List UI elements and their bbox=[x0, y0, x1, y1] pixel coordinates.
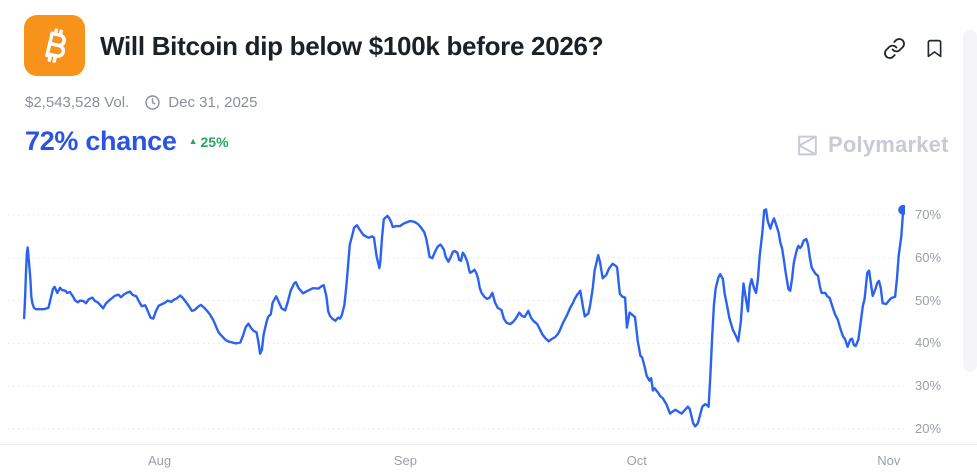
y-tick-label: 50% bbox=[915, 292, 942, 308]
y-tick-label: 20% bbox=[915, 421, 942, 436]
y-tick-label: 70% bbox=[915, 207, 942, 222]
meta-row: $2,543,528 Vol. Dec 31, 2025 bbox=[25, 94, 258, 111]
bookmark-button[interactable] bbox=[922, 36, 947, 61]
current-value-dot bbox=[898, 204, 905, 215]
y-tick-label: 40% bbox=[915, 335, 942, 351]
x-tick-label: Oct bbox=[626, 453, 647, 468]
x-tick-label: Sep bbox=[393, 453, 417, 468]
clock-icon bbox=[145, 95, 160, 110]
header-actions bbox=[881, 35, 947, 62]
market-title: Will Bitcoin dip below $100k before 2026… bbox=[100, 31, 604, 61]
up-triangle-icon: ▲ bbox=[188, 136, 198, 146]
polymarket-watermark: Polymarket bbox=[795, 132, 949, 158]
chance-line bbox=[22, 208, 905, 428]
copy-link-button[interactable] bbox=[881, 35, 908, 62]
polymarket-wordmark: Polymarket bbox=[828, 132, 949, 157]
y-tick-label: 30% bbox=[915, 378, 942, 394]
y-tick-label: 60% bbox=[915, 249, 942, 265]
bitcoin-glyph bbox=[44, 27, 66, 63]
bookmark-icon bbox=[927, 39, 942, 58]
polymarket-logo-icon bbox=[798, 135, 817, 155]
chance-row: 72% chance ▲ 25% bbox=[25, 126, 229, 157]
bitcoin-icon bbox=[24, 15, 85, 76]
x-axis-line bbox=[0, 444, 977, 445]
chance-change: ▲ 25% bbox=[189, 134, 229, 150]
x-tick-label: Aug bbox=[148, 453, 172, 468]
chance-value: 72% chance bbox=[25, 126, 177, 156]
chance-change-value: 25% bbox=[200, 133, 229, 150]
scrollbar-thumb[interactable] bbox=[963, 30, 977, 372]
link-icon bbox=[884, 38, 905, 59]
volume-label: $2,543,528 Vol. bbox=[25, 94, 130, 111]
x-tick-label: Nov bbox=[877, 453, 901, 468]
end-date-label: Dec 31, 2025 bbox=[168, 94, 258, 111]
probability-chart[interactable] bbox=[8, 195, 905, 445]
